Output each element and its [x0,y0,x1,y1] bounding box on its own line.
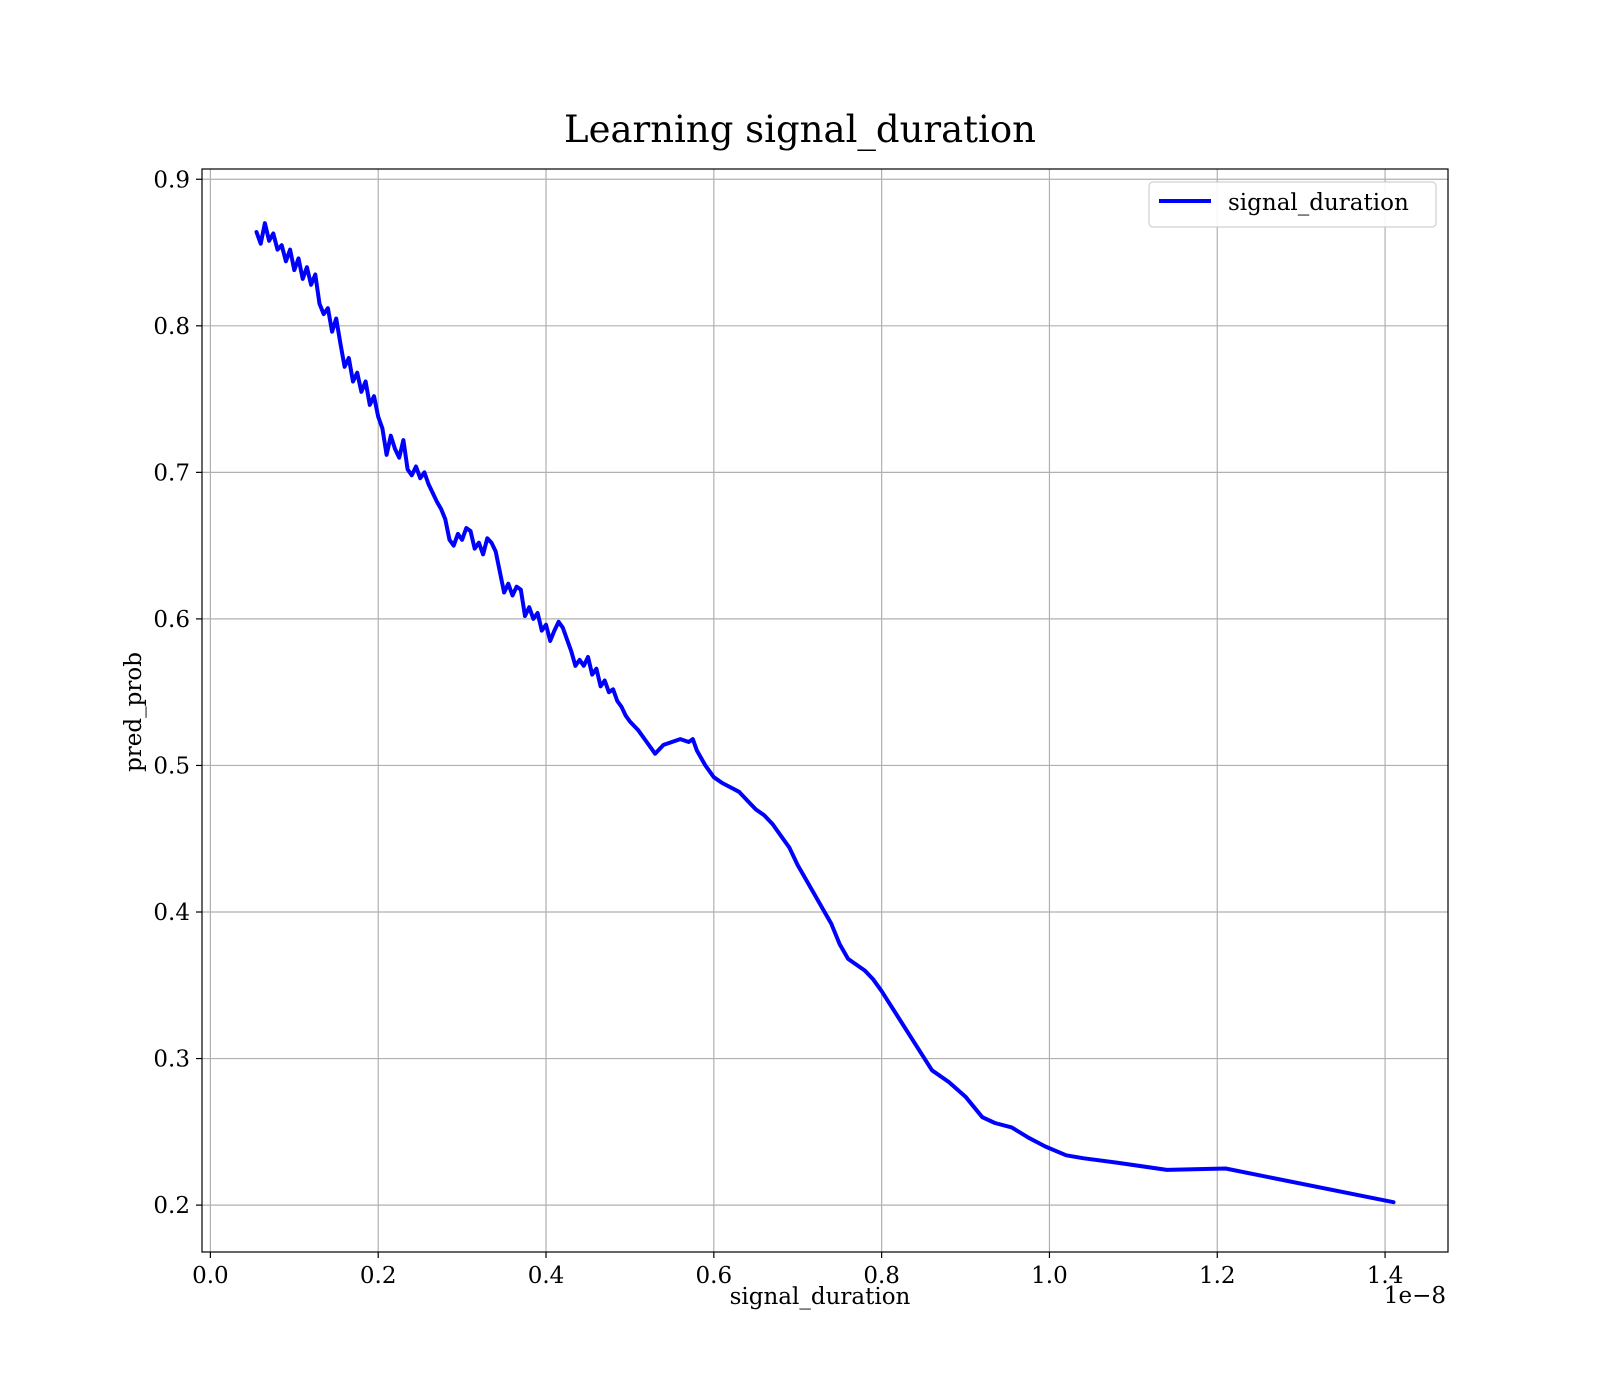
y-tick-label: 0.4 [153,900,190,926]
series-layer [254,221,1396,1205]
y-tick-label: 0.5 [153,753,190,779]
x-axis-ticks: 0.0 0.2 0.4 0.6 0.8 1.0 1.2 1.4 [192,1252,1403,1289]
y-tick-label: 0.8 [153,314,190,340]
x-tick-label: 1.2 [1199,1263,1236,1289]
y-tick-label: 0.9 [153,167,190,193]
plot-frame [201,168,1449,1253]
x-axis-label: signal_duration [730,1284,911,1310]
x-axis-offset-text: 1e−8 [1384,1283,1446,1309]
legend-label: signal_duration [1228,190,1409,216]
y-axis-label: pred_prob [121,652,147,772]
y-axis-ticks: 0.2 0.3 0.4 0.5 0.6 0.7 0.8 0.9 [153,167,202,1219]
series-line [254,221,1396,1205]
x-tick-label: 1.0 [1031,1263,1068,1289]
x-tick-label: 1.4 [1367,1263,1404,1289]
x-tick-label: 0.0 [192,1263,229,1289]
y-tick-label: 0.2 [153,1193,190,1219]
y-tick-label: 0.3 [153,1047,190,1073]
x-tick-label: 0.6 [696,1263,733,1289]
y-tick-label: 0.6 [153,607,190,633]
x-tick-label: 0.8 [863,1263,900,1289]
x-tick-label: 0.2 [360,1263,397,1289]
chart-title: Learning signal_duration [564,108,1036,152]
x-tick-label: 0.4 [528,1263,565,1289]
y-tick-label: 0.7 [153,460,190,486]
legend: signal_duration [1148,181,1437,228]
legend-box [1148,181,1437,228]
